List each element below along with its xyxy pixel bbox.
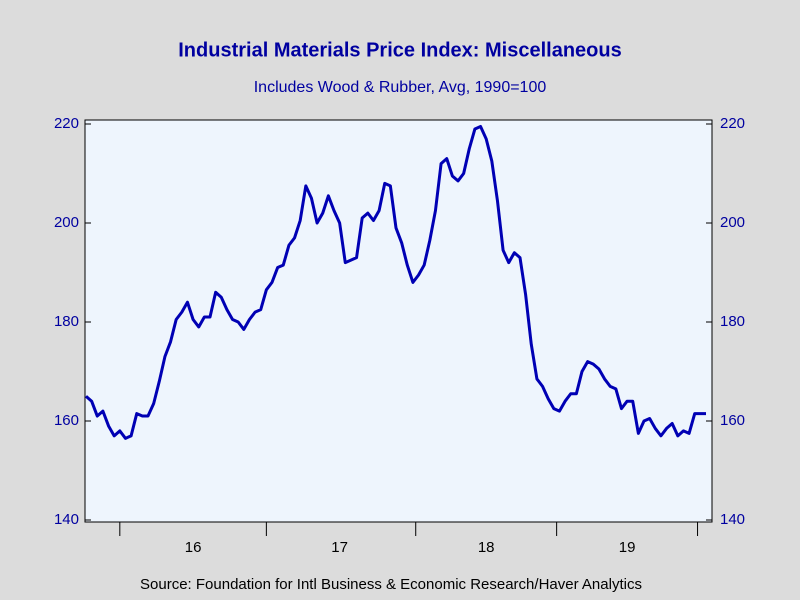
source-note: Source: Foundation for Intl Business & E… — [140, 576, 642, 593]
x-tick-label: 19 — [619, 539, 636, 556]
plot-area — [84, 119, 713, 523]
y-tick-label: 220 — [54, 115, 79, 132]
y2-tick-label: 140 — [720, 511, 745, 528]
x-tick-label: 17 — [331, 539, 348, 556]
y2-tick-label: 220 — [720, 115, 745, 132]
chart-subtitle: Includes Wood & Rubber, Avg, 1990=100 — [254, 79, 547, 96]
y-tick-label: 160 — [54, 412, 79, 429]
y-tick-label: 180 — [54, 313, 79, 330]
data-line — [85, 124, 706, 440]
y2-tick-label: 180 — [720, 313, 745, 330]
y2-tick-label: 160 — [720, 412, 745, 429]
chart-title: Industrial Materials Price Index: Miscel… — [178, 39, 622, 61]
x-tick-label: 16 — [185, 539, 202, 556]
y-tick-label: 200 — [54, 214, 79, 231]
y2-tick-label: 200 — [720, 214, 745, 231]
x-tick-label: 18 — [478, 539, 495, 556]
y-tick-label: 140 — [54, 511, 79, 528]
